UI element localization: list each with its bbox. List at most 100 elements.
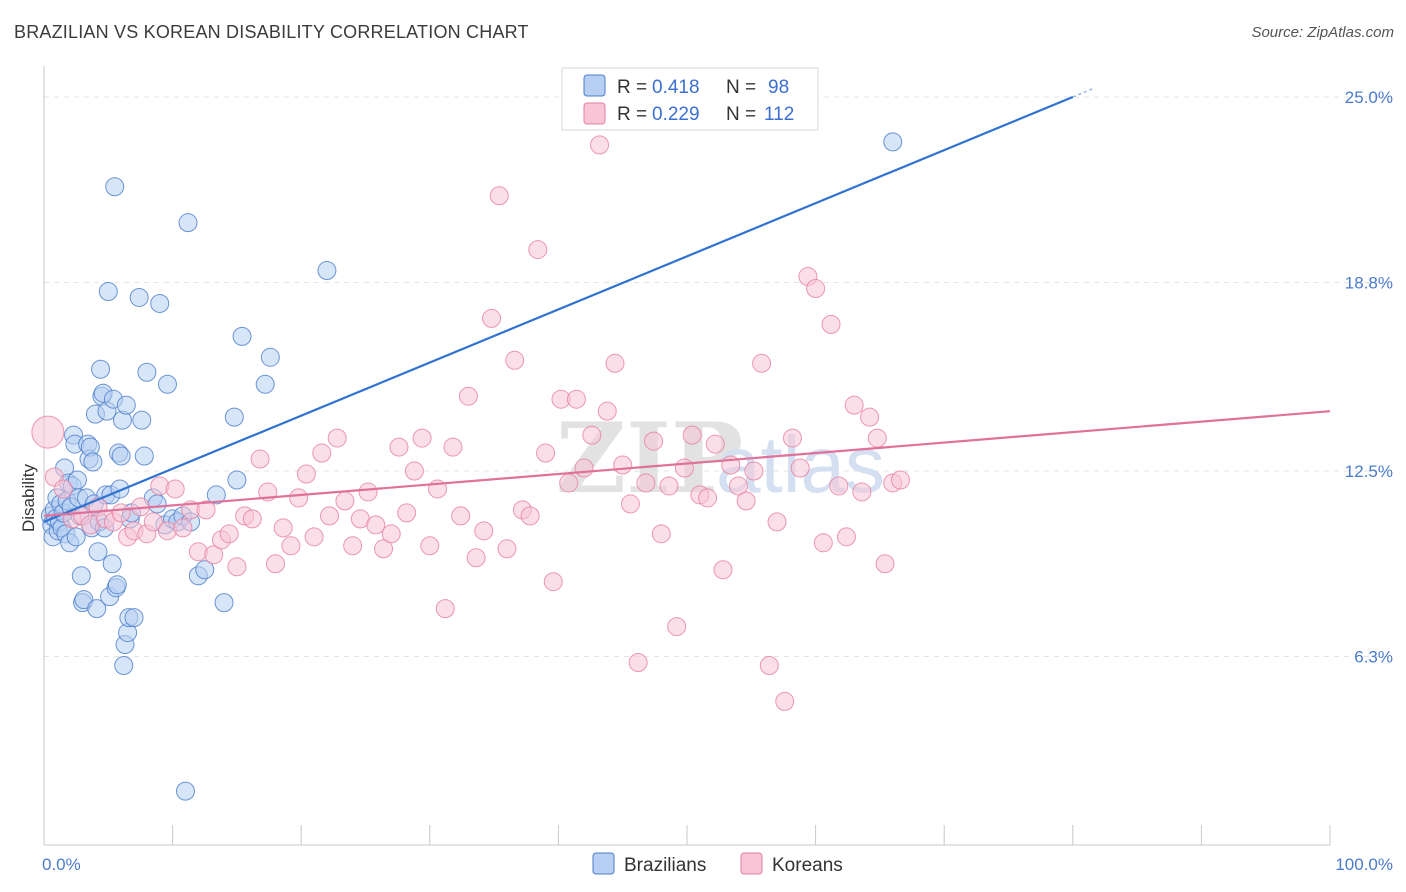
koreans-point bbox=[536, 443, 556, 463]
brazilians-point bbox=[147, 494, 167, 514]
koreans-point bbox=[273, 518, 293, 538]
brazilians-point bbox=[87, 599, 107, 619]
brazilians-point bbox=[66, 527, 86, 547]
koreans-point bbox=[852, 482, 872, 502]
brazilians-point bbox=[83, 452, 103, 472]
brazilians-point bbox=[116, 395, 136, 415]
y-tick-label: 12.5% bbox=[1345, 462, 1393, 481]
koreans-point bbox=[520, 506, 540, 526]
koreans-point bbox=[582, 425, 602, 445]
brazilians-point bbox=[124, 608, 144, 628]
koreans-point bbox=[157, 521, 177, 541]
brazilians-point bbox=[105, 177, 125, 197]
koreans-point bbox=[335, 491, 355, 511]
koreans-point bbox=[767, 512, 787, 532]
koreans-point bbox=[250, 449, 270, 469]
brazilians-point bbox=[102, 554, 122, 574]
grid-lines bbox=[44, 96, 1394, 658]
koreans-point bbox=[281, 536, 301, 556]
koreans-point bbox=[705, 434, 725, 454]
koreans-point bbox=[374, 539, 394, 559]
koreans-point bbox=[813, 533, 833, 553]
koreans-point bbox=[150, 476, 170, 496]
bottom-legend-brazilians: Brazilians bbox=[624, 855, 706, 876]
brazilians-point bbox=[227, 470, 247, 490]
koreans-point bbox=[381, 524, 401, 544]
koreans-point bbox=[543, 572, 563, 592]
koreans-point bbox=[173, 518, 193, 538]
brazilians-point bbox=[883, 132, 903, 152]
brazilians-point bbox=[178, 213, 198, 233]
koreans-point bbox=[590, 135, 610, 155]
koreans-point bbox=[752, 353, 772, 373]
koreans-point bbox=[698, 488, 718, 508]
koreans-point bbox=[397, 503, 417, 523]
koreans-point bbox=[451, 506, 471, 526]
legend-r-value-1: 0.418 bbox=[652, 77, 700, 98]
koreans-point bbox=[143, 512, 163, 532]
bottom-legend-swatch-koreans bbox=[740, 852, 763, 875]
koreans-point bbox=[111, 503, 131, 523]
koreans-point bbox=[343, 536, 363, 556]
koreans-point bbox=[312, 443, 332, 463]
koreans-point bbox=[319, 506, 339, 526]
koreans-point bbox=[744, 461, 764, 481]
series-legend: Brazilians Koreans bbox=[592, 852, 843, 876]
trend-lines bbox=[43, 87, 1331, 523]
koreans-point bbox=[204, 545, 224, 565]
koreans-point bbox=[636, 473, 656, 493]
koreans-point bbox=[559, 473, 579, 493]
koreans-point bbox=[836, 527, 856, 547]
koreans-point bbox=[358, 482, 378, 502]
koreans-point bbox=[31, 415, 65, 449]
koreans-point bbox=[443, 437, 463, 457]
bottom-legend-koreans: Koreans bbox=[772, 855, 843, 876]
brazilians-point bbox=[107, 575, 127, 595]
koreans-point bbox=[165, 479, 185, 499]
y-tick-label: 18.8% bbox=[1345, 274, 1393, 293]
legend-n-label-1: N = bbox=[726, 77, 756, 98]
koreans-point bbox=[497, 539, 517, 559]
axes bbox=[43, 66, 1331, 846]
source-label: Source: ZipAtlas.com bbox=[1251, 24, 1394, 41]
brazilians-point bbox=[137, 362, 157, 382]
koreans-point bbox=[775, 691, 795, 711]
koreans-point bbox=[404, 461, 424, 481]
koreans-point bbox=[304, 527, 324, 547]
koreans-point bbox=[227, 557, 247, 577]
legend-r-value-2: 0.229 bbox=[652, 104, 700, 125]
koreans-point bbox=[528, 240, 548, 260]
legend-r-label-2: R = bbox=[617, 104, 647, 125]
brazilians-point bbox=[71, 566, 91, 586]
series-koreans-points bbox=[31, 135, 910, 711]
koreans-point bbox=[620, 494, 640, 514]
brazilians-point bbox=[134, 446, 154, 466]
koreans-point bbox=[821, 314, 841, 334]
koreans-point bbox=[458, 386, 478, 406]
y-axis-label: Disability bbox=[19, 463, 38, 532]
koreans-point bbox=[489, 186, 509, 206]
koreans-point bbox=[713, 560, 733, 580]
koreans-point bbox=[412, 428, 432, 448]
koreans-trend-line bbox=[43, 410, 1331, 517]
koreans-point bbox=[860, 407, 880, 427]
brazilians-point bbox=[88, 542, 108, 562]
brazilians-point bbox=[98, 281, 118, 301]
x-tick-label-min: 0.0% bbox=[42, 855, 81, 874]
brazilians-point bbox=[157, 374, 177, 394]
koreans-point bbox=[613, 455, 633, 475]
correlation-legend: R = 0.418 N = 98 R = 0.229 N = 112 bbox=[561, 67, 819, 131]
brazilians-point bbox=[232, 326, 252, 346]
koreans-point bbox=[790, 458, 810, 478]
legend-r-label-1: R = bbox=[617, 77, 647, 98]
legend-n-label-2: N = bbox=[726, 104, 756, 125]
koreans-point bbox=[867, 428, 887, 448]
brazilians-point bbox=[150, 293, 170, 313]
y-tick-label: 25.0% bbox=[1345, 88, 1393, 107]
koreans-point bbox=[219, 524, 239, 544]
legend-n-value-1: 98 bbox=[768, 77, 789, 98]
brazilians-point bbox=[214, 593, 234, 613]
koreans-point bbox=[644, 431, 664, 451]
brazilians-point bbox=[260, 347, 280, 367]
koreans-point bbox=[327, 428, 347, 448]
